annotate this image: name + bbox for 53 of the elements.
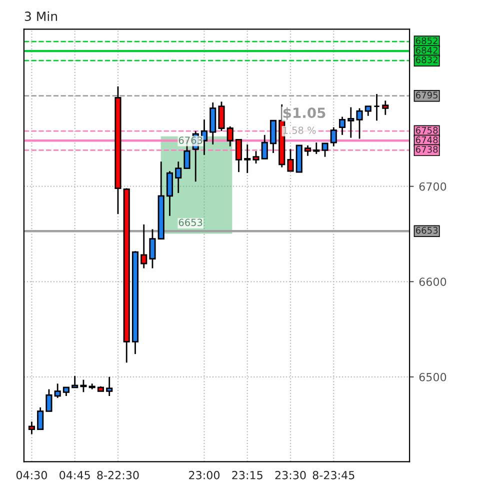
ref-line-label: 6795	[416, 92, 438, 98]
candlestick	[149, 228, 156, 269]
candlestick	[287, 148, 294, 172]
x-tick-label: 04:30	[16, 470, 47, 480]
candlestick	[80, 379, 87, 393]
ref-line-label: 6738	[416, 146, 438, 153]
candlestick	[210, 102, 216, 146]
chart-title: 3 Min	[24, 11, 57, 22]
candlestick	[175, 160, 182, 194]
annotation: $1.05	[283, 107, 326, 120]
x-tick-label: 23:00	[189, 470, 220, 480]
x-tick-label: 8-22:30	[97, 470, 139, 480]
ref-line-label: 6832	[416, 56, 438, 64]
candlestick	[364, 106, 372, 117]
candlestick	[348, 106, 354, 138]
candlestick	[235, 138, 242, 173]
candlestick	[313, 142, 320, 155]
candlestick	[244, 144, 251, 174]
ref-line-label: 6758	[416, 126, 438, 134]
candlestick	[226, 126, 234, 148]
annotation: 1.58 %	[283, 126, 316, 134]
candlestick	[261, 134, 268, 160]
candlestick	[72, 375, 78, 388]
candlestick	[218, 100, 225, 132]
candlestick	[382, 100, 389, 116]
ref-line-label: 6842	[416, 46, 438, 54]
candlestick	[338, 116, 346, 136]
candlestick	[270, 120, 277, 154]
ref-line-label: 6748	[416, 136, 438, 144]
x-tick-label: 8-23:45	[312, 470, 354, 480]
candlestick	[54, 382, 61, 399]
x-tick-label: 23:30	[275, 470, 306, 480]
y-tick-label: 6500	[419, 372, 446, 382]
candlestick	[106, 376, 113, 397]
candlestick	[166, 170, 174, 217]
candlestick	[252, 150, 260, 164]
candlestick	[322, 142, 328, 158]
candlestick	[140, 224, 148, 269]
ref-line-label: 6852	[416, 37, 438, 44]
candlestick	[330, 126, 337, 148]
x-tick-label: 04:45	[60, 470, 90, 480]
candlestick	[28, 420, 35, 435]
annotation: 6763	[178, 136, 202, 144]
candlestick	[37, 406, 44, 430]
candlestick	[373, 93, 380, 122]
candlestick	[304, 144, 312, 157]
candlestick	[356, 108, 363, 140]
y-tick-label: 6700	[419, 182, 446, 191]
x-tick-label: 23:15	[232, 470, 262, 480]
annotation: 6653	[178, 218, 202, 226]
candlestick	[46, 388, 52, 412]
y-tick-label: 6600	[419, 278, 446, 286]
ref-line-label: 6653	[416, 226, 438, 234]
